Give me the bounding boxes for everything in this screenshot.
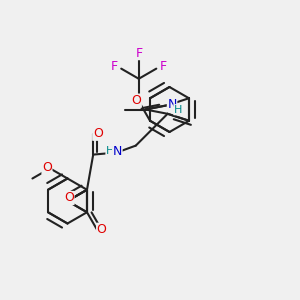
Text: N: N [113, 145, 122, 158]
Text: O: O [64, 191, 74, 205]
Text: O: O [131, 94, 141, 107]
Text: O: O [93, 127, 103, 140]
Text: O: O [42, 161, 52, 174]
Text: F: F [136, 46, 143, 60]
Text: F: F [159, 60, 167, 73]
Text: F: F [111, 60, 118, 73]
Text: N: N [167, 98, 177, 111]
Text: H: H [174, 105, 182, 115]
Text: O: O [97, 223, 106, 236]
Text: H: H [106, 146, 114, 156]
